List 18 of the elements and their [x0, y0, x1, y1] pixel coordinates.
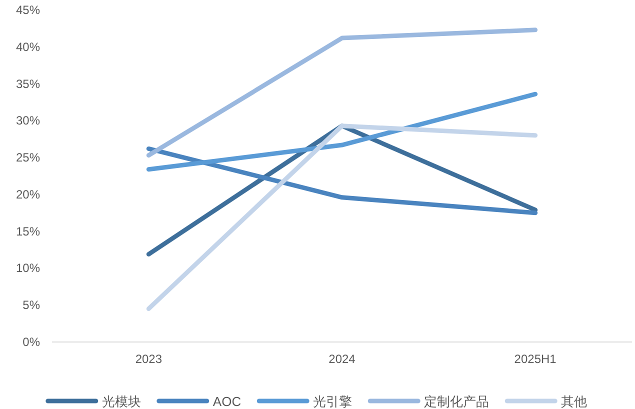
- y-tick-label: 45%: [16, 3, 40, 17]
- y-tick-label: 10%: [16, 261, 40, 276]
- x-tick-label: 2024: [328, 352, 356, 366]
- y-tick-label: 35%: [16, 76, 40, 91]
- y-tick-label: 30%: [16, 114, 40, 128]
- legend-label: AOC: [212, 394, 242, 409]
- y-tick-label: 25%: [16, 150, 40, 165]
- y-tick-label: 20%: [16, 187, 40, 202]
- legend-label: 光引擎: [313, 394, 352, 409]
- y-tick-label: 15%: [16, 224, 40, 238]
- y-tick-label: 0%: [22, 335, 40, 349]
- x-tick-label: 2025H1: [514, 352, 557, 366]
- x-tick-label: 2023: [135, 352, 162, 366]
- legend-label: 其他: [561, 394, 588, 409]
- legend-label: 定制化产品: [424, 394, 490, 409]
- legend-label: 光模块: [102, 394, 141, 409]
- y-tick-label: 40%: [16, 40, 40, 54]
- y-tick-label: 5%: [22, 298, 40, 312]
